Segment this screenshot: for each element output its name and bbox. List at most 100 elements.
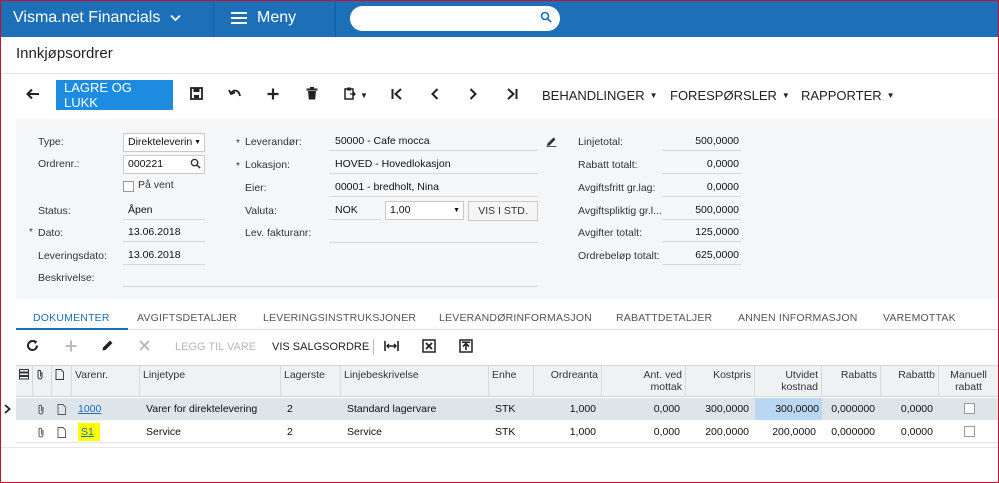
add-item-button[interactable]: LEGG TIL VARE xyxy=(175,341,257,353)
ext-cost-cell[interactable]: 200,0000 xyxy=(772,426,816,438)
col-discount-amt[interactable]: Rabattb xyxy=(881,366,939,397)
fit-columns-button[interactable] xyxy=(384,337,399,357)
line-type-cell[interactable]: Varer for direktelevering xyxy=(146,403,258,415)
add-button[interactable] xyxy=(261,80,285,110)
line-description-cell[interactable]: Standard lagervare xyxy=(347,403,437,415)
warehouse-cell[interactable]: 2 xyxy=(287,403,293,415)
item-no-link[interactable]: 1000 xyxy=(78,403,102,415)
discount-pct-cell[interactable]: 0,000000 xyxy=(831,403,875,415)
order-total-label: Ordrebeløp totalt: xyxy=(578,250,660,262)
location-field[interactable]: HOVED - Hovedlokasjon xyxy=(329,156,538,174)
supplier-field[interactable]: 50000 - Cafe mocca xyxy=(329,133,538,151)
add-row-button[interactable] xyxy=(65,337,77,357)
view-sales-order-button[interactable]: VIS SALGSORDRE xyxy=(272,341,370,353)
delete-row-button[interactable] xyxy=(139,337,150,357)
col-line-description[interactable]: Linjebeskrivelse xyxy=(341,366,489,397)
inquiries-menu[interactable]: FORESPØRSLER ▼ xyxy=(670,80,790,110)
export-excel-button[interactable] xyxy=(422,337,436,357)
manual-discount-checkbox[interactable] xyxy=(964,403,975,414)
actions-menu[interactable]: BEHANDLINGER ▼ xyxy=(542,80,658,110)
location-label: Lokasjon: xyxy=(245,159,290,171)
discount-amt-cell[interactable]: 0,0000 xyxy=(900,426,933,438)
unit-cost-cell[interactable]: 200,0000 xyxy=(705,426,749,438)
unit-cell[interactable]: STK xyxy=(495,403,516,415)
line-description-cell[interactable]: Service xyxy=(347,426,383,438)
col-line-type[interactable]: Linjetype xyxy=(140,366,281,397)
required-marker: * xyxy=(236,161,240,172)
unit-cost-cell[interactable]: 300,0000 xyxy=(705,403,749,415)
pencil-icon xyxy=(101,339,114,355)
currency-field[interactable]: NOK xyxy=(329,202,381,220)
tab-shipping-instructions[interactable]: LEVERINGSINSTRUKSJONER xyxy=(263,312,417,324)
supplier-invoice-field[interactable] xyxy=(329,225,538,243)
search-icon[interactable] xyxy=(190,158,201,175)
reports-menu[interactable]: RAPPORTER ▼ xyxy=(801,80,895,110)
search-input[interactable] xyxy=(350,6,560,31)
tab-documents[interactable]: DOKUMENTER xyxy=(33,312,110,324)
col-warehouse[interactable]: Lagerste xyxy=(281,366,341,397)
col-qty-on-receipts[interactable]: Ant. ved mottak xyxy=(602,366,686,397)
note-icon[interactable] xyxy=(57,404,66,418)
item-no-cell[interactable]: S1 xyxy=(75,421,111,443)
app-switcher[interactable]: Visma.net Financials xyxy=(13,9,181,27)
discount-amt-cell[interactable]: 0,0000 xyxy=(900,403,933,415)
save-button[interactable] xyxy=(184,80,208,110)
first-record-button[interactable] xyxy=(385,80,409,110)
main-menu-button[interactable]: Meny xyxy=(231,9,296,27)
col-discount-pct[interactable]: Rabatts xyxy=(822,366,881,397)
order-qty-cell[interactable]: 1,000 xyxy=(569,426,596,438)
date-field[interactable]: 13.06.2018 xyxy=(123,224,205,242)
col-unit[interactable]: Enhe xyxy=(489,366,534,397)
refresh-button[interactable] xyxy=(26,337,39,357)
line-type-cell[interactable]: Service xyxy=(146,426,182,438)
table-row[interactable]: S1 Service 2 Service STK 1,000 0,000 200… xyxy=(16,421,998,443)
warehouse-cell[interactable]: 2 xyxy=(287,426,293,438)
grid-settings-icon[interactable] xyxy=(16,366,33,397)
col-order-qty[interactable]: Ordreanta xyxy=(534,366,602,397)
ext-cost-cell[interactable]: 300,0000 xyxy=(755,398,822,420)
discount-pct-cell[interactable]: 0,000000 xyxy=(831,426,875,438)
delete-button[interactable] xyxy=(300,80,324,110)
tab-discount-details[interactable]: RABATTDETALJER xyxy=(616,312,713,324)
table-row[interactable]: 1000 Varer for direktelevering 2 Standar… xyxy=(4,398,998,420)
attachment-icon[interactable] xyxy=(37,404,45,418)
grid-header: Varenr. Linjetype Lagerste Linjebeskrive… xyxy=(16,365,998,397)
caret-down-icon: ▼ xyxy=(781,90,790,100)
unit-cell[interactable]: STK xyxy=(495,426,516,438)
search-icon[interactable] xyxy=(540,11,552,26)
col-manual-discount[interactable]: Manuell rabatt xyxy=(939,366,998,397)
save-and-close-button[interactable]: LAGRE OG LUKK xyxy=(56,80,173,110)
item-no-link[interactable]: S1 xyxy=(78,423,100,441)
copy-paste-menu[interactable]: ▼ xyxy=(340,80,372,110)
upload-button[interactable] xyxy=(459,337,473,357)
order-qty-cell[interactable]: 1,000 xyxy=(569,403,596,415)
col-unit-cost[interactable]: Kostpris xyxy=(686,366,755,397)
on-hold-checkbox[interactable] xyxy=(123,181,134,192)
col-item-no[interactable]: Varenr. xyxy=(72,366,140,397)
manual-discount-checkbox[interactable] xyxy=(964,426,975,437)
tab-supplier-info[interactable]: LEVERANDØRINFORMASJON xyxy=(439,312,592,324)
type-select[interactable]: Direkteleverin ▼ xyxy=(123,133,205,152)
attachment-icon[interactable] xyxy=(37,427,45,441)
edit-pencil-icon[interactable] xyxy=(546,136,557,150)
col-ext-cost[interactable]: Utvidet kostnad xyxy=(755,366,822,397)
description-field[interactable] xyxy=(123,269,538,287)
next-record-button[interactable] xyxy=(461,80,485,110)
last-record-button[interactable] xyxy=(500,80,524,110)
previous-record-button[interactable] xyxy=(423,80,447,110)
undo-button[interactable] xyxy=(223,80,247,110)
tab-tax-details[interactable]: AVGIFTSDETALJER xyxy=(137,312,238,324)
view-base-currency-button[interactable]: VIS I STD. xyxy=(468,201,538,221)
col-ext-cost-line2: kostnad xyxy=(781,381,818,393)
order-no-field[interactable]: 000221 xyxy=(123,155,205,174)
back-button[interactable] xyxy=(19,80,47,110)
edit-row-button[interactable] xyxy=(101,337,114,357)
tab-receipts[interactable]: VAREMOTTAK xyxy=(883,312,956,324)
exchange-rate-select[interactable]: 1,00 ▼ xyxy=(385,201,464,220)
tab-other-info[interactable]: ANNEN INFORMASJON xyxy=(738,312,858,324)
delivery-date-field[interactable]: 13.06.2018 xyxy=(123,247,205,265)
item-no-cell[interactable]: 1000 xyxy=(75,398,140,420)
owner-field[interactable]: 00001 - bredholt, Nina xyxy=(329,179,538,197)
note-icon[interactable] xyxy=(57,427,66,441)
tax-exempt-total-value: 0,0000 xyxy=(662,179,741,197)
